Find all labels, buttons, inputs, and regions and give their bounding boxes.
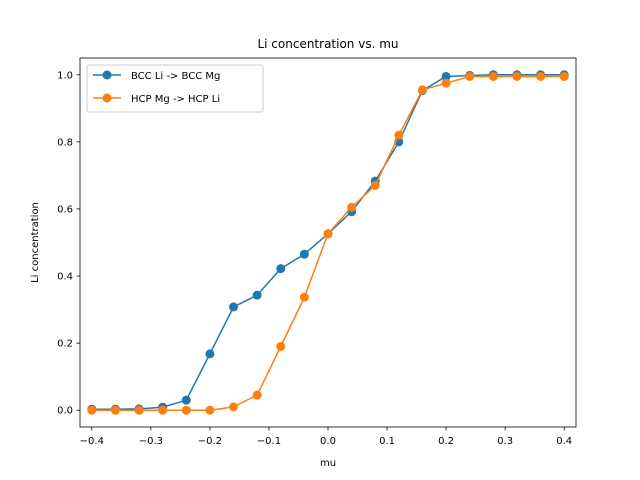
data-point-series-1: [323, 229, 333, 239]
data-point-series-1: [370, 180, 380, 190]
data-point-series-1: [394, 130, 404, 140]
legend-box: [86, 64, 264, 113]
y-axis-label: Li concentration: [30, 202, 41, 283]
data-point-series-1: [252, 390, 262, 400]
data-point-series-1: [441, 78, 451, 88]
data-point-series-1: [205, 405, 215, 415]
data-point-series-1: [134, 405, 144, 415]
data-point-series-1: [110, 405, 120, 415]
series-layer: [87, 70, 569, 415]
data-point-series-1: [559, 71, 569, 81]
data-point-series-0: [252, 290, 262, 300]
data-point-series-0: [441, 71, 451, 81]
x-tick-label: 0.2: [438, 436, 454, 447]
y-tick-label: 1.0: [57, 70, 73, 81]
x-axis-ticks: −0.4 −0.3 −0.2 −0.1 0.0 0.1 0.2 0.3 0.4: [80, 427, 572, 447]
legend: BCC Li -> BCC Mg HCP Mg -> HCP Li: [86, 64, 264, 113]
data-point-series-1: [465, 71, 475, 81]
legend-marker-bcc: [102, 70, 112, 80]
x-tick-label: 0.0: [320, 436, 336, 447]
data-point-series-1: [512, 71, 522, 81]
legend-marker-hcp: [102, 93, 112, 103]
data-point-series-1: [299, 292, 309, 302]
chart-title: Li concentration vs. mu: [257, 37, 398, 51]
legend-label-bcc: BCC Li -> BCC Mg: [131, 71, 220, 82]
data-point-series-0: [181, 395, 191, 405]
data-point-series-1: [158, 405, 168, 415]
y-tick-label: 0.4: [57, 272, 73, 283]
data-point-series-0: [276, 264, 286, 274]
x-tick-label: −0.1: [257, 436, 281, 447]
y-tick-label: 0.0: [57, 406, 73, 417]
y-tick-label: 0.6: [57, 204, 73, 215]
data-point-series-1: [181, 405, 191, 415]
data-point-series-1: [229, 402, 239, 412]
x-tick-label: 0.1: [379, 436, 395, 447]
data-point-series-1: [536, 71, 546, 81]
data-point-series-1: [488, 71, 498, 81]
data-point-series-1: [417, 85, 427, 95]
y-tick-label: 0.8: [57, 137, 73, 148]
x-tick-label: 0.4: [556, 436, 572, 447]
y-axis-ticks: 0.0 0.2 0.4 0.6 0.8 1.0: [57, 70, 80, 417]
data-point-series-0: [229, 302, 239, 312]
legend-label-hcp: HCP Mg -> HCP Li: [131, 94, 220, 105]
x-tick-label: 0.3: [497, 436, 513, 447]
plot-area-frame: [79, 57, 577, 428]
y-tick-label: 0.2: [57, 339, 73, 350]
x-axis-label: mu: [320, 458, 336, 469]
data-point-series-0: [299, 249, 309, 259]
data-point-series-1: [87, 405, 97, 415]
x-tick-label: −0.3: [139, 436, 163, 447]
data-point-series-1: [276, 341, 286, 351]
x-tick-label: −0.2: [198, 436, 222, 447]
data-point-series-1: [347, 202, 357, 212]
x-tick-label: −0.4: [80, 436, 104, 447]
data-point-series-0: [205, 349, 215, 359]
